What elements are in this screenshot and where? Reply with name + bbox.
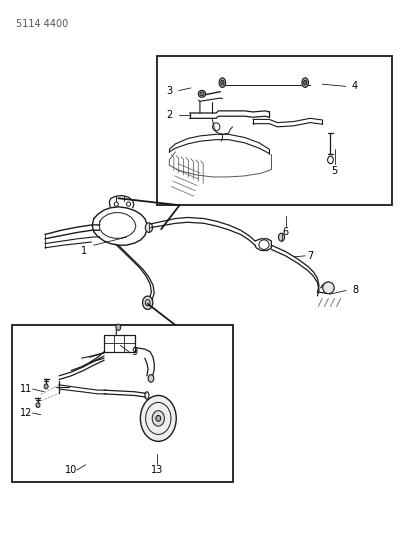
Text: 8: 8 — [352, 286, 358, 295]
Ellipse shape — [200, 92, 204, 96]
Ellipse shape — [302, 78, 308, 87]
Ellipse shape — [221, 80, 224, 85]
Text: 2: 2 — [166, 110, 173, 119]
Text: 13: 13 — [151, 465, 163, 475]
Bar — [12, 325, 233, 482]
Bar — [157, 56, 392, 205]
Ellipse shape — [145, 300, 150, 306]
Ellipse shape — [36, 403, 40, 407]
Ellipse shape — [152, 410, 164, 426]
Ellipse shape — [323, 282, 334, 294]
Text: 3: 3 — [166, 86, 173, 95]
Ellipse shape — [278, 233, 284, 241]
Ellipse shape — [304, 80, 307, 85]
Text: 4: 4 — [352, 82, 358, 91]
Ellipse shape — [156, 416, 161, 421]
Text: 5: 5 — [331, 166, 338, 175]
Text: 10: 10 — [65, 465, 78, 475]
Text: 7: 7 — [307, 251, 313, 261]
Ellipse shape — [44, 384, 48, 389]
Text: 1: 1 — [80, 246, 87, 255]
Ellipse shape — [219, 78, 226, 87]
Ellipse shape — [116, 324, 121, 330]
Text: 5114 4400: 5114 4400 — [16, 19, 69, 29]
Ellipse shape — [198, 91, 206, 98]
Text: 9: 9 — [131, 347, 138, 357]
Ellipse shape — [140, 395, 176, 441]
Text: 6: 6 — [282, 227, 289, 237]
Text: 11: 11 — [20, 384, 33, 394]
Ellipse shape — [143, 296, 153, 309]
Ellipse shape — [148, 375, 154, 382]
Text: 12: 12 — [20, 408, 33, 418]
Ellipse shape — [145, 223, 153, 232]
